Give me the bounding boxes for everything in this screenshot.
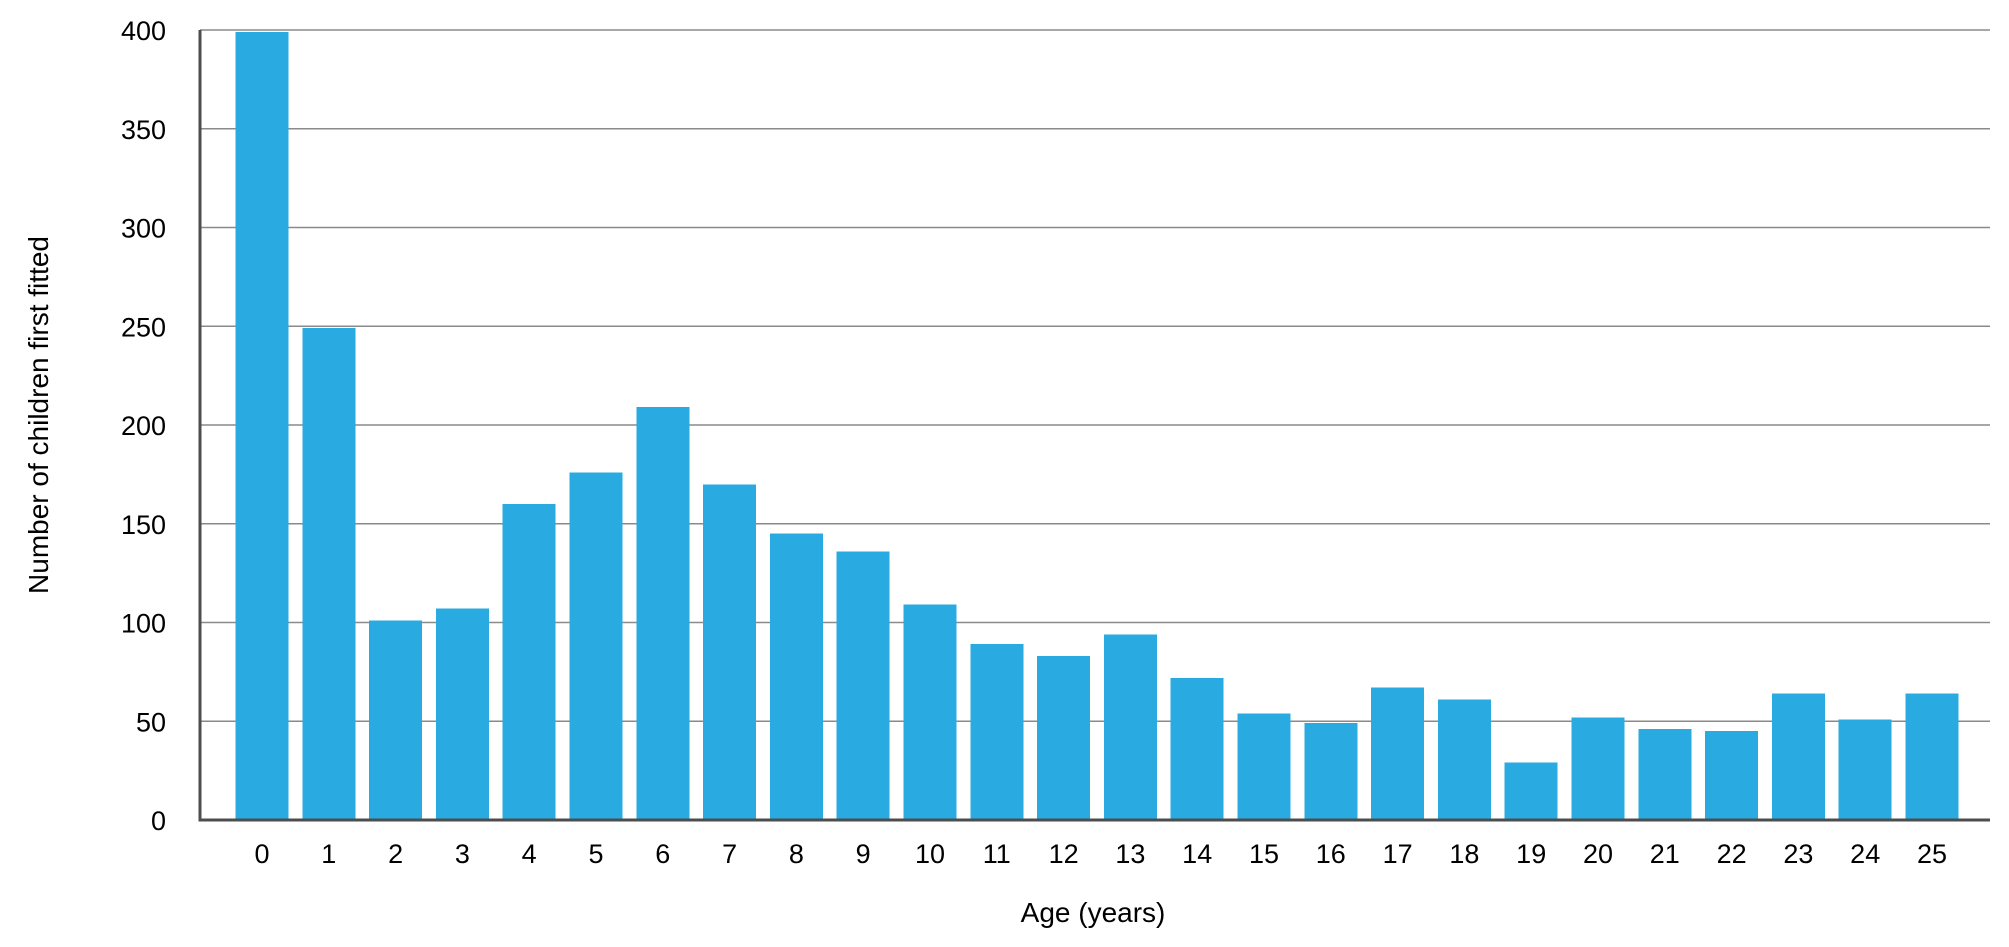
x-tick-label: 8 — [789, 839, 804, 869]
bar-1 — [302, 328, 356, 820]
x-tick-labels: 0 1 2 3 4 5 6 7 8 9 10 11 12 13 14 15 16 17 18 19 20 21 22 23 24… — [254, 839, 1947, 869]
x-tick-label: 17 — [1383, 839, 1413, 869]
bar-2 — [369, 620, 423, 820]
x-tick-label: 4 — [522, 839, 537, 869]
x-tick-label: 13 — [1115, 839, 1145, 869]
x-tick-label: 24 — [1850, 839, 1880, 869]
y-tick-label: 0 — [151, 806, 166, 836]
bar-24 — [1838, 719, 1892, 820]
x-tick-label: 2 — [388, 839, 403, 869]
bar-16 — [1304, 723, 1358, 820]
bar-9 — [836, 551, 890, 820]
bar-17 — [1371, 687, 1425, 820]
x-axis-title: Age (years) — [1021, 897, 1166, 928]
bar-8 — [769, 533, 823, 820]
x-tick-label: 16 — [1316, 839, 1346, 869]
x-tick-label: 25 — [1917, 839, 1947, 869]
bar-3 — [435, 608, 489, 820]
x-tick-label: 19 — [1516, 839, 1546, 869]
bar-12 — [1037, 656, 1091, 820]
axes — [198, 30, 1990, 822]
bar-0 — [235, 31, 289, 821]
x-tick-label: 1 — [321, 839, 336, 869]
x-tick-label: 20 — [1583, 839, 1613, 869]
bar-13 — [1103, 634, 1157, 820]
x-tick-label: 14 — [1182, 839, 1212, 869]
bar-25 — [1905, 693, 1959, 820]
y-tick-labels: 0 50 100 150 200 250 300 350 400 — [121, 16, 166, 836]
bar-18 — [1437, 699, 1491, 820]
bar-4 — [502, 504, 556, 820]
x-tick-label: 5 — [588, 839, 603, 869]
bar-20 — [1571, 717, 1625, 820]
gridlines — [200, 29, 1990, 722]
y-tick-label: 200 — [121, 411, 166, 441]
x-tick-label: 10 — [915, 839, 945, 869]
bar-14 — [1170, 677, 1224, 820]
x-tick-label: 9 — [856, 839, 871, 869]
bar-23 — [1771, 693, 1825, 820]
x-tick-label: 23 — [1783, 839, 1813, 869]
x-tick-label: 6 — [655, 839, 670, 869]
y-tick-label: 350 — [121, 115, 166, 145]
y-axis-title: Number of children first fitted — [23, 236, 54, 594]
y-tick-label: 100 — [121, 609, 166, 639]
bar-6 — [636, 407, 690, 820]
bars — [235, 31, 1959, 821]
y-tick-label: 250 — [121, 312, 166, 342]
bar-10 — [903, 604, 957, 820]
y-tick-label: 400 — [121, 16, 166, 46]
y-tick-label: 50 — [136, 707, 166, 737]
x-tick-label: 3 — [455, 839, 470, 869]
y-tick-label: 300 — [121, 214, 166, 244]
x-tick-label: 7 — [722, 839, 737, 869]
bar-5 — [569, 472, 623, 820]
x-tick-label: 18 — [1449, 839, 1479, 869]
x-tick-label: 0 — [254, 839, 269, 869]
bar-19 — [1504, 762, 1558, 820]
x-tick-label: 22 — [1717, 839, 1747, 869]
bar-22 — [1705, 731, 1759, 820]
x-tick-label: 15 — [1249, 839, 1279, 869]
bar-15 — [1237, 713, 1291, 820]
x-tick-label: 21 — [1650, 839, 1680, 869]
y-tick-label: 150 — [121, 510, 166, 540]
x-tick-label: 11 — [983, 839, 1011, 869]
x-tick-label: 12 — [1049, 839, 1079, 869]
bar-11 — [970, 644, 1024, 820]
bar-21 — [1638, 729, 1692, 820]
bar-7 — [703, 484, 757, 820]
